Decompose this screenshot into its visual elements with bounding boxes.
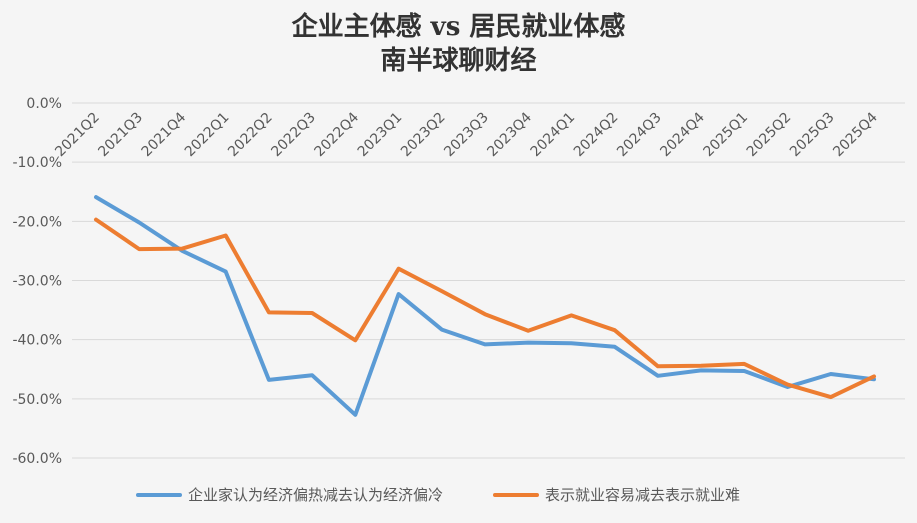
x-tick-label: 2024Q4 [657, 109, 708, 160]
gridlines [72, 102, 905, 459]
x-tick-label: 2025Q3 [787, 110, 838, 161]
y-tick-label: -40.0% [12, 333, 62, 349]
x-tick-label: 2023Q2 [398, 110, 449, 161]
chart-title: 企业主体感 vs 居民就业体感 [291, 12, 626, 42]
x-axis-ticks: 2021Q22021Q32021Q42022Q12022Q22022Q32022… [52, 109, 881, 160]
x-tick-label: 2023Q3 [441, 110, 492, 161]
x-tick-label: 2021Q2 [52, 110, 103, 161]
y-tick-label: -20.0% [12, 214, 62, 230]
x-tick-label: 2025Q2 [744, 110, 795, 161]
series-lines [94, 195, 876, 417]
y-tick-label: 0.0% [26, 96, 62, 112]
y-tick-label: -30.0% [12, 274, 62, 290]
y-axis-ticks: 0.0% -10.0% -20.0% -30.0% -40.0% -50.0% -60.0% [12, 96, 62, 467]
chart-subtitle: 南半球聊财经 [380, 46, 537, 76]
legend-label: 企业家认为经济偏热减去认为经济偏冷 [188, 486, 443, 504]
x-tick-label: 2022Q4 [312, 109, 363, 160]
series-line-1 [94, 195, 876, 417]
x-tick-label: 2023Q4 [484, 109, 535, 160]
x-tick-label: 2022Q3 [268, 110, 319, 161]
legend: 企业家认为经济偏热减去认为经济偏冷 表示就业容易减去表示就业难 [136, 486, 740, 504]
y-tick-label: -60.0% [12, 451, 62, 467]
x-tick-label: 2021Q3 [95, 110, 146, 161]
series-line-2 [94, 217, 876, 400]
x-tick-label: 2025Q4 [830, 109, 881, 160]
chart-title-block: 企业主体感 vs 居民就业体感 南半球聊财经 [0, 10, 917, 78]
y-tick-label: -10.0% [12, 155, 62, 171]
x-tick-label: 2022Q2 [225, 110, 276, 161]
x-tick-label: 2024Q2 [571, 110, 622, 161]
x-tick-label: 2024Q3 [614, 110, 665, 161]
x-tick-label: 2024Q1 [528, 110, 579, 161]
legend-label: 表示就业容易减去表示就业难 [545, 486, 740, 504]
x-tick-label: 2025Q1 [701, 110, 752, 161]
x-tick-label: 2022Q1 [182, 110, 233, 161]
y-tick-label: -50.0% [12, 392, 62, 408]
x-tick-label: 2023Q1 [355, 110, 406, 161]
x-tick-label: 2021Q4 [139, 109, 190, 160]
